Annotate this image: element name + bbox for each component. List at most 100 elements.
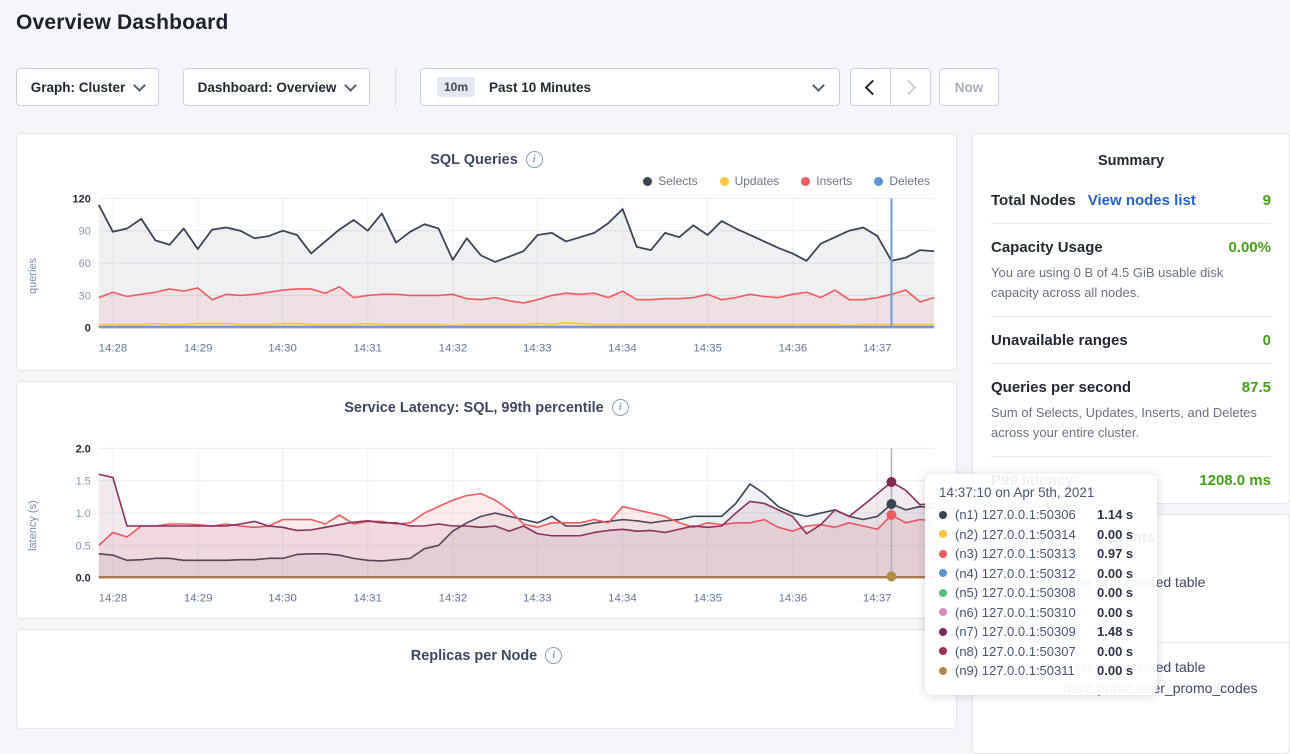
info-icon[interactable]: i	[611, 399, 629, 416]
node-color-dot-icon	[939, 530, 947, 538]
svg-text:90: 90	[79, 226, 91, 238]
chart-title-text: Replicas per Node	[410, 647, 538, 664]
service-latency-chart[interactable]: 14:28 14:29 14:30 14:31 14:32 14:33 14:34 14:35…	[43, 440, 944, 612]
time-range-badge: 10m	[437, 77, 476, 97]
legend-label: Inserts	[816, 174, 853, 188]
svg-text:14:36: 14:36	[779, 593, 808, 605]
chevron-down-icon	[812, 78, 825, 92]
summary-rows: Total Nodes View nodes list 9 Capacity Usag…	[991, 177, 1271, 503]
time-range-dropdown[interactable]: 10m Past 10 Minutes	[420, 68, 840, 106]
chart-title-text: SQL Queries	[430, 151, 518, 168]
chevron-right-icon	[900, 79, 917, 95]
svg-text:0.0: 0.0	[76, 573, 91, 585]
view-nodes-list-link[interactable]: View nodes list	[1087, 192, 1196, 209]
svg-text:0: 0	[85, 323, 91, 335]
legend-item-inserts[interactable]: Inserts	[801, 174, 852, 188]
replicas-per-node-card: Replicas per Node i	[16, 629, 957, 729]
tooltip-node-address: (n4) 127.0.0.1:50312	[955, 565, 1076, 581]
legend-item-selects[interactable]: Selects	[643, 174, 698, 188]
svg-text:14:31: 14:31	[353, 593, 382, 605]
svg-text:14:28: 14:28	[99, 593, 128, 605]
tooltip-row: (n2) 127.0.0.1:50314 0.00 s	[939, 527, 1143, 542]
tooltip-row: (n9) 127.0.0.1:50311 0.00 s	[939, 663, 1143, 678]
svg-text:14:33: 14:33	[523, 343, 552, 355]
node-color-dot-icon	[939, 608, 947, 616]
tooltip-row: (n8) 127.0.0.1:50307 0.00 s	[939, 644, 1143, 659]
chart-title: Service Latency: SQL, 99th percentile i	[17, 382, 956, 416]
tooltip-node-address: (n9) 127.0.0.1:50311	[955, 663, 1075, 678]
legend-dot-icon	[874, 176, 884, 186]
svg-text:14:37: 14:37	[863, 593, 892, 605]
graph-dropdown[interactable]: Graph: Cluster	[16, 68, 159, 106]
tooltip-node-value: 1.14 s	[1097, 507, 1134, 522]
legend-label: Selects	[658, 174, 698, 188]
summary-row: Queries per second 87.5 Sum of Selects, Up…	[991, 363, 1271, 456]
service-latency-card: Service Latency: SQL, 99th percentile i …	[16, 381, 957, 619]
svg-text:0.5: 0.5	[76, 540, 91, 552]
svg-text:14:33: 14:33	[523, 593, 552, 605]
summary-row-label: Queries per second	[991, 379, 1132, 396]
chart-hover-tooltip: 14:37:10 on Apr 5th, 2021 (n1) 127.0.0.1…	[925, 474, 1157, 695]
tooltip-node-address: (n6) 127.0.0.1:50310	[955, 604, 1076, 620]
legend-item-updates[interactable]: Updates	[719, 174, 779, 188]
node-color-dot-icon	[939, 588, 947, 597]
svg-text:120: 120	[73, 193, 91, 205]
tooltip-row: (n5) 127.0.0.1:50308 0.00 s	[939, 585, 1143, 600]
legend-dot-icon	[719, 176, 729, 186]
summary-row-head: Capacity Usage 0.00%	[991, 239, 1271, 256]
time-prev-button[interactable]	[850, 68, 891, 106]
tooltip-node-value: 1.48 s	[1097, 624, 1134, 639]
legend-dot-icon	[643, 176, 653, 186]
chevron-left-icon	[864, 79, 881, 95]
now-button-label: Now	[954, 79, 984, 95]
tooltip-row: (n1) 127.0.0.1:50306 1.14 s	[939, 507, 1143, 522]
dashboard-dropdown[interactable]: Dashboard: Overview	[183, 68, 370, 106]
node-color-dot-icon	[939, 549, 947, 558]
svg-text:14:32: 14:32	[439, 343, 468, 355]
charts-column: SQL Queries i Selects Updates Inserts Delet…	[16, 133, 957, 739]
summary-row-head: Unavailable ranges 0	[991, 332, 1271, 349]
tooltip-node-value: 0.00 s	[1097, 565, 1134, 581]
node-color-dot-icon	[939, 569, 947, 577]
node-color-dot-icon	[939, 647, 947, 655]
node-color-dot-icon	[939, 510, 947, 519]
time-now-button[interactable]: Now	[939, 68, 999, 106]
svg-text:14:29: 14:29	[184, 593, 213, 605]
chart-title: Replicas per Node i	[17, 630, 956, 664]
y-axis-label: queries	[27, 257, 39, 295]
summary-row-label: Unavailable ranges	[991, 332, 1128, 349]
svg-text:14:30: 14:30	[268, 593, 297, 605]
node-color-dot-icon	[939, 627, 947, 636]
info-icon[interactable]: i	[525, 151, 543, 168]
time-next-button[interactable]	[890, 68, 931, 106]
summary-row-value: 1208.0 ms	[1199, 472, 1271, 489]
dashboard-dropdown-label: Dashboard: Overview	[197, 79, 337, 95]
summary-row-head: Queries per second 87.5	[991, 379, 1271, 396]
summary-row-label: Total Nodes	[991, 192, 1076, 209]
page-title: Overview Dashboard	[16, 11, 229, 34]
svg-text:14:31: 14:31	[353, 343, 382, 355]
svg-text:14:32: 14:32	[439, 593, 468, 605]
time-range-label: Past 10 Minutes	[489, 79, 592, 95]
svg-text:1.0: 1.0	[76, 508, 91, 520]
svg-text:14:36: 14:36	[779, 343, 808, 355]
tooltip-node-value: 0.00 s	[1097, 643, 1134, 659]
svg-text:14:35: 14:35	[693, 593, 722, 605]
summary-row-description: You are using 0 B of 4.5 GiB usable disk…	[991, 265, 1224, 300]
legend-label: Deletes	[889, 174, 930, 188]
summary-row-head: Total Nodes View nodes list 9	[991, 192, 1271, 209]
svg-text:14:28: 14:28	[99, 343, 128, 355]
graph-dropdown-label: Graph: Cluster	[30, 79, 126, 95]
tooltip-node-address: (n1) 127.0.0.1:50306	[955, 507, 1076, 522]
summary-row: Total Nodes View nodes list 9	[991, 177, 1271, 223]
svg-text:14:37: 14:37	[863, 343, 892, 355]
sql-queries-chart[interactable]: 14:28 14:29 14:30 14:31 14:32 14:33 14:34 14:35…	[43, 190, 944, 362]
legend-item-deletes[interactable]: Deletes	[874, 174, 930, 188]
tooltip-node-value: 0.00 s	[1097, 526, 1134, 542]
info-icon[interactable]: i	[545, 647, 563, 664]
svg-text:2.0: 2.0	[76, 443, 91, 455]
tooltip-node-value: 0.97 s	[1097, 546, 1134, 561]
tooltip-row: (n4) 127.0.0.1:50312 0.00 s	[939, 566, 1143, 581]
chevron-down-icon	[344, 78, 358, 92]
tooltip-timestamp: 14:37:10 on Apr 5th, 2021	[939, 485, 1095, 500]
